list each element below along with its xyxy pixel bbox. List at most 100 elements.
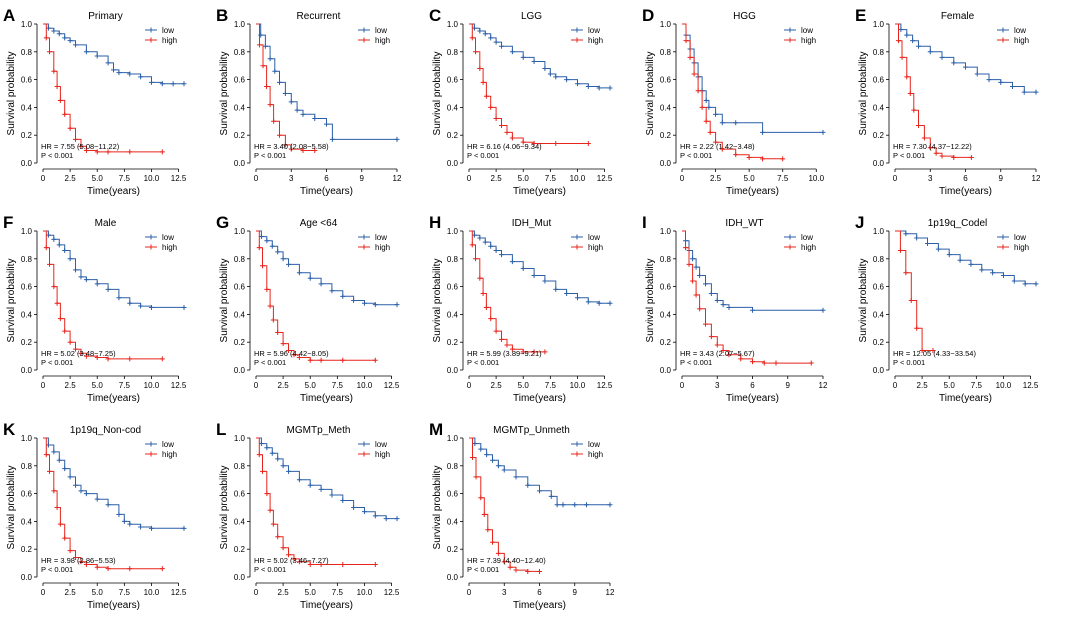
censor-mark-low <box>574 295 580 301</box>
y-tick-label: 0.8 <box>447 462 459 471</box>
censor-mark-high <box>51 488 57 494</box>
censor-mark-low <box>307 275 313 281</box>
censor-mark-high <box>542 349 548 355</box>
y-tick-label: 1.0 <box>234 434 246 443</box>
censor-mark-high <box>691 71 697 77</box>
censor-mark-low <box>560 502 566 508</box>
y-tick-label: 0.2 <box>660 338 672 347</box>
censor-mark-high <box>43 452 49 458</box>
y-tick-label: 0.2 <box>447 338 459 347</box>
hazard-ratio-text: HR = 7.55 (5.08−11.22) <box>41 142 120 151</box>
x-axis-title: Time(years) <box>300 600 353 611</box>
km-curve-low <box>895 23 1036 93</box>
x-tick-label: 10.0 <box>357 381 373 390</box>
y-tick-label: 1.0 <box>660 20 672 29</box>
censor-mark-high <box>159 356 165 362</box>
censor-mark-high <box>47 49 53 55</box>
y-axis-title: Survival probability <box>432 52 443 136</box>
censor-mark-high <box>930 348 936 354</box>
censor-mark-low <box>703 97 709 103</box>
censor-mark-low <box>531 59 537 65</box>
hazard-ratio-text: HR = 3.40 (2.08−5.58) <box>254 142 329 151</box>
censor-mark-low <box>904 32 910 38</box>
x-tick-label: 12.5 <box>384 588 400 597</box>
censor-mark-low <box>537 488 542 494</box>
censor-mark-low <box>181 81 187 87</box>
x-tick-label: 2.5 <box>917 381 929 390</box>
panel-title: IDH_WT <box>725 218 763 229</box>
panel-letter: M <box>429 420 443 439</box>
x-axis-title: Time(years) <box>513 393 566 404</box>
censor-mark-low <box>554 502 560 508</box>
x-axis-title: Time(years) <box>513 186 566 197</box>
censor-mark-high <box>296 354 302 360</box>
censor-mark-high <box>899 54 905 60</box>
censor-mark-high <box>267 303 273 309</box>
censor-mark-low <box>951 60 957 66</box>
censor-mark-high <box>488 316 494 322</box>
legend-label-high: high <box>375 36 390 45</box>
x-tick-label: 6 <box>963 174 968 183</box>
censor-mark-low <box>67 256 73 262</box>
censor-mark-high <box>256 245 262 251</box>
censor-mark-low <box>935 246 941 252</box>
panel-title: MGMTp_Unmeth <box>493 425 570 436</box>
censor-mark-low <box>477 28 483 34</box>
x-tick-label: 7.5 <box>545 381 557 390</box>
y-axis-title: Survival probability <box>219 52 230 136</box>
censor-mark-low <box>296 477 302 483</box>
km-curve-high <box>895 230 933 351</box>
y-tick-label: 0.2 <box>21 338 33 347</box>
censor-mark-low <box>361 300 367 306</box>
x-tick-label: 0 <box>680 381 685 390</box>
y-axis-title: Survival probability <box>432 259 443 343</box>
censor-mark-low <box>67 474 73 480</box>
censor-mark-low <box>56 242 62 248</box>
censor-mark-high <box>919 348 925 354</box>
censor-mark-low <box>585 299 591 305</box>
censor-mark-low <box>62 35 68 41</box>
censor-mark-high <box>493 328 499 334</box>
censor-mark-high <box>469 35 475 41</box>
censor-mark-low <box>73 42 79 48</box>
y-tick-label: 0.0 <box>234 573 246 582</box>
panel-title: 1p19q_Non-cod <box>70 425 141 436</box>
censor-mark-high <box>260 263 266 269</box>
y-tick-label: 0.0 <box>447 366 459 375</box>
censor-mark-low <box>83 277 89 283</box>
y-tick-label: 0.6 <box>21 283 33 292</box>
panel-title: MGMTp_Meth <box>287 425 351 436</box>
censor-mark-high <box>968 154 974 160</box>
censor-mark-high <box>340 357 346 363</box>
p-value-text: P < 0.001 <box>680 151 712 160</box>
censor-mark-low <box>67 38 73 44</box>
x-tick-label: 0 <box>254 588 259 597</box>
y-tick-label: 0.6 <box>447 490 459 499</box>
censor-mark-low <box>750 307 755 313</box>
x-tick-label: 5.0 <box>518 381 530 390</box>
censor-mark-high <box>504 342 510 348</box>
censor-mark-high <box>296 559 302 565</box>
censor-mark-low <box>280 463 286 469</box>
censor-mark-low <box>94 496 100 502</box>
x-tick-label: 9 <box>786 381 791 390</box>
censor-mark-high <box>907 91 913 96</box>
censor-mark-high <box>264 286 270 292</box>
panel-l: L MGMTp_Meth 0.0 0.2 0.4 0.6 0.8 1.0 0 2.5 5.0 7.5 1… <box>216 420 400 611</box>
censor-mark-low <box>478 446 484 452</box>
p-value-text: P < 0.001 <box>467 151 499 160</box>
censor-mark-low <box>51 236 57 242</box>
y-tick-label: 0.4 <box>21 103 33 112</box>
censor-mark-low <box>83 49 89 55</box>
km-curve-high <box>256 437 376 565</box>
y-tick-label: 0.4 <box>447 517 459 526</box>
x-tick-label: 7.5 <box>332 588 344 597</box>
censor-mark-high <box>520 139 526 145</box>
censor-mark-high <box>256 452 262 458</box>
censor-mark-low <box>286 468 292 474</box>
censor-mark-high <box>904 74 910 80</box>
censor-mark-low <box>148 79 154 85</box>
censor-mark-low <box>372 302 378 308</box>
censor-mark-low <box>946 252 952 258</box>
y-tick-label: 0.2 <box>234 131 246 140</box>
